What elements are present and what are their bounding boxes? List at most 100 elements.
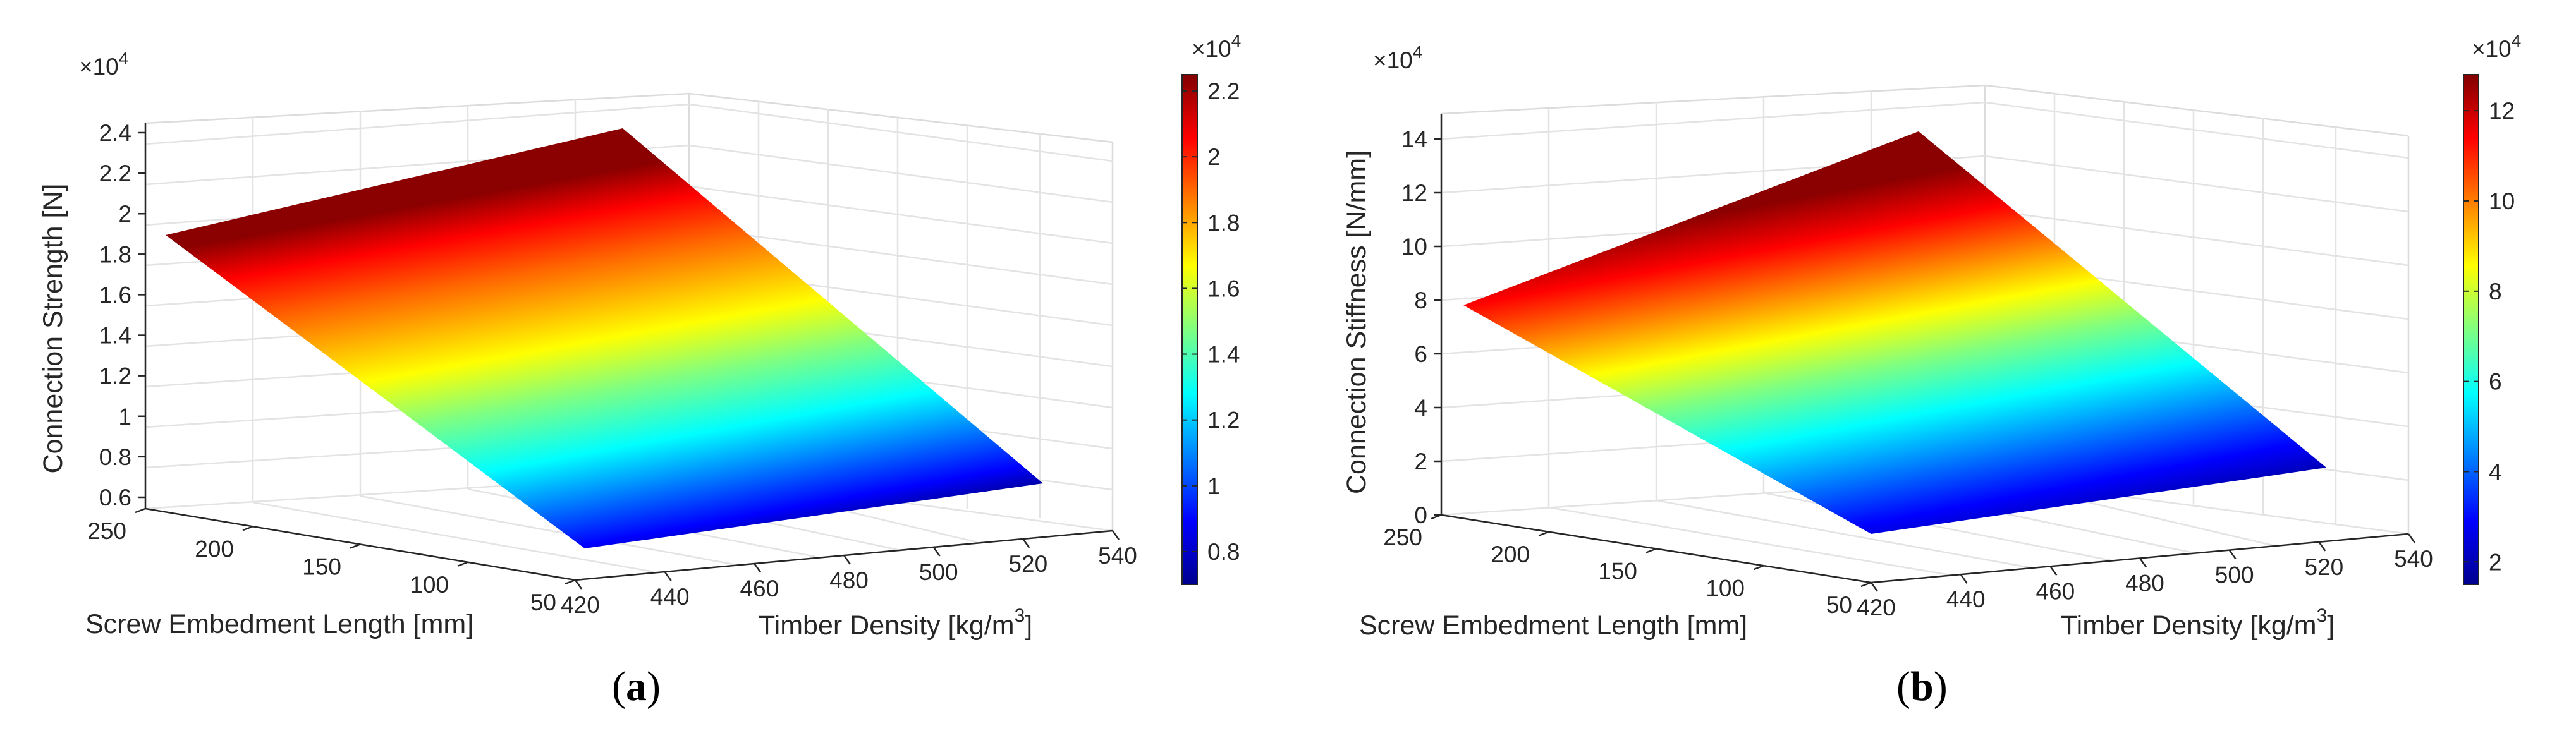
y-tick-mark	[2228, 549, 2237, 560]
surface-a	[166, 128, 1043, 548]
x-tick-label: 50	[1826, 592, 1852, 618]
y-tick-label: 500	[2215, 562, 2254, 588]
x-tick-label: 150	[1598, 559, 1637, 584]
y-axis-label-a: Timber Density [kg/m3]	[759, 605, 1032, 641]
y-tick-mark	[2139, 557, 2147, 568]
y-tick-mark	[2049, 566, 2058, 576]
x-tick-mark	[565, 579, 576, 585]
x-tick-mark	[1645, 548, 1657, 554]
y-axis-b: 420 440 460 480 500 520 540	[1857, 533, 2433, 620]
z-exponent-b: ×104	[1373, 42, 1422, 73]
y-tick-label: 460	[740, 576, 779, 602]
colorbar-tick-label: 1.6	[1207, 275, 1240, 301]
x-tick-label: 100	[410, 572, 449, 598]
colorbar-tick-label: 8	[2489, 279, 2502, 305]
z-tick-label: 8	[1414, 287, 1427, 313]
x-tick-mark	[1860, 581, 1872, 588]
y-tick-mark	[754, 563, 762, 573]
z-tick-label: 2	[118, 201, 131, 227]
colorbar-tick-label: 0.8	[1207, 539, 1240, 565]
y-tick-label: 540	[1098, 543, 1137, 569]
z-tick-label: 1	[118, 404, 131, 430]
panel-b: 0 2 4 6 8 10 12 14 250 200 150 100 50 420 440 460 480 5…	[1341, 31, 2521, 710]
x-tick-mark	[242, 526, 253, 531]
z-tick-label: 4	[1414, 395, 1427, 421]
y-tick-label: 480	[2125, 571, 2164, 596]
x-tick-mark	[1753, 565, 1764, 571]
z-tick-label: 1.6	[99, 282, 131, 308]
y-tick-mark	[574, 579, 583, 590]
y-tick-mark	[932, 547, 941, 557]
colorbar-exponent-b: ×104	[2472, 31, 2521, 62]
x-tick-mark	[350, 543, 361, 549]
y-tick-mark	[1870, 582, 1879, 592]
z-tick-label: 1.2	[99, 363, 131, 389]
x-axis-label-b: Screw Embedment Length [mm]	[1359, 610, 1747, 641]
x-tick-label: 150	[302, 554, 341, 580]
x-tick-label: 200	[1491, 541, 1530, 567]
y-tick-mark	[1960, 574, 1968, 584]
y-tick-mark	[664, 571, 672, 581]
x-tick-label: 200	[195, 536, 234, 562]
y-axis-label-b: Timber Density [kg/m3]	[2061, 605, 2335, 641]
z-axis-label-b: Connection Stiffness [N/mm]	[1341, 150, 1372, 494]
y-tick-label: 420	[1857, 595, 1896, 620]
colorbar-b-bar	[2463, 74, 2479, 585]
x-axis-label-a: Screw Embedment Length [mm]	[85, 609, 473, 639]
z-axis-b: 0 2 4 6 8 10 12 14	[1401, 126, 1441, 528]
y-tick-label: 520	[2304, 554, 2343, 580]
y-tick-mark	[2318, 541, 2326, 552]
y-tick-label: 520	[1008, 551, 1047, 577]
y-tick-label: 460	[2036, 578, 2075, 604]
colorbar-a: ×104 0.8 1 1.2 1.4 1.6 1.8 2 2.2	[1181, 31, 1241, 585]
panel-label-a: (a)	[612, 663, 661, 710]
panel-label-b: (b)	[1896, 663, 1948, 710]
x-tick-label: 100	[1706, 575, 1745, 601]
x-axis-a: 250 200 150 100 50	[87, 507, 576, 615]
colorbar-tick-label: 1.2	[1207, 408, 1240, 433]
y-tick-label: 540	[2394, 546, 2433, 572]
x-axis-b: 250 200 150 100 50	[1383, 514, 1872, 618]
z-tick-label: 0	[1414, 502, 1427, 528]
z-axis-label-a: Connection Strength [N]	[38, 184, 68, 474]
x-tick-mark	[135, 507, 146, 514]
colorbar-tick-label: 1	[1207, 473, 1221, 499]
x-tick-mark	[1538, 531, 1549, 536]
y-tick-label: 440	[1946, 586, 1986, 612]
colorbar-tick-label: 12	[2489, 98, 2515, 124]
y-tick-label: 480	[829, 567, 869, 593]
colorbar-tick-label: 2.2	[1207, 78, 1240, 104]
surface-b	[1463, 131, 2326, 534]
colorbar-tick-label: 4	[2489, 459, 2502, 485]
colorbar-tick-label: 1.8	[1207, 210, 1240, 236]
colorbar-tick-label: 10	[2489, 188, 2515, 214]
x-tick-mark	[1431, 514, 1442, 520]
y-tick-mark	[843, 555, 852, 565]
z-tick-label: 2.2	[99, 160, 131, 186]
z-axis-a: 0.6 0.8 1 1.2 1.4 1.6 1.8 2 2.2 2.4	[99, 120, 145, 511]
z-tick-label: 2.4	[99, 120, 131, 146]
x-tick-mark	[457, 561, 468, 567]
z-tick-label: 0.6	[99, 485, 131, 511]
y-tick-mark	[1111, 530, 1120, 540]
z-tick-label: 2	[1414, 449, 1427, 475]
x-tick-label: 250	[1383, 524, 1422, 550]
y-tick-mark	[2407, 533, 2416, 543]
z-tick-label: 0.8	[99, 444, 131, 470]
z-tick-label: 6	[1414, 341, 1427, 367]
y-tick-mark	[1022, 538, 1030, 548]
colorbar-tick-label: 6	[2489, 369, 2502, 395]
panel-a: 0.6 0.8 1 1.2 1.4 1.6 1.8 2 2.2 2.4 250 200 150 100 5…	[38, 31, 1241, 710]
z-tick-label: 14	[1401, 126, 1427, 152]
colorbar-a-bar	[1181, 74, 1198, 585]
colorbar-tick-label: 1.4	[1207, 342, 1240, 368]
x-tick-label: 250	[87, 518, 126, 544]
z-tick-label: 1.8	[99, 241, 131, 267]
colorbar-exponent-a: ×104	[1192, 31, 1241, 62]
z-tick-label: 1.4	[99, 323, 131, 349]
colorbar-tick-label: 2	[1207, 144, 1221, 170]
z-tick-label: 12	[1401, 180, 1427, 206]
z-exponent-a: ×104	[79, 49, 128, 80]
y-axis-a: 420 440 460 480 500 520 540	[561, 530, 1137, 618]
